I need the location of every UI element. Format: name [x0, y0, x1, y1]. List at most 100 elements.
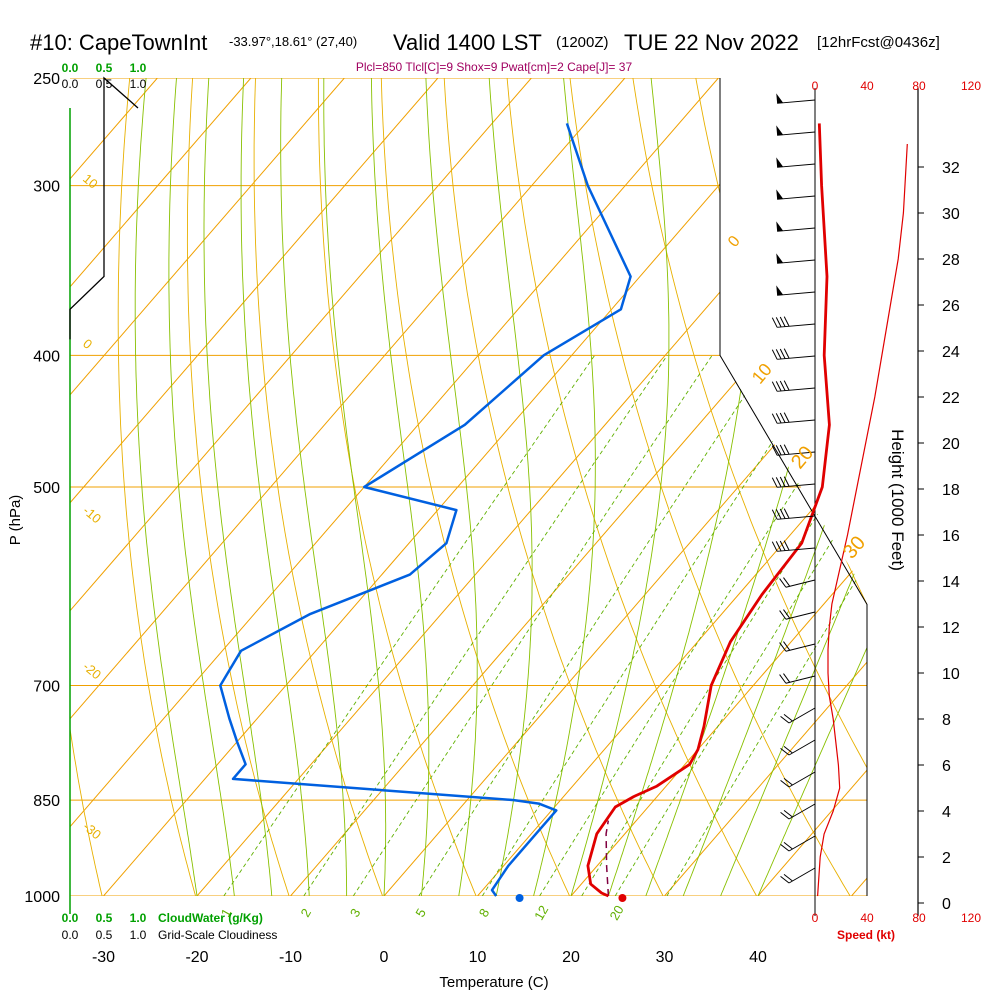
station-title: #10: CapeTownInt: [30, 30, 207, 55]
isotherm-line: [664, 78, 867, 896]
wind-barb-feather: [783, 841, 793, 850]
wind-barb-feather: [783, 809, 793, 818]
height-tick-label: 14: [942, 574, 960, 591]
mixing-ratio-label: 8: [476, 906, 493, 920]
height-tick-label: 18: [942, 482, 960, 499]
isotherm-line: [70, 78, 252, 896]
wind-barb-feather: [783, 713, 793, 722]
dry-adiabat-line: [0, 54, 14, 925]
mixing-ratio-line: [666, 355, 867, 896]
height-tick-label: 12: [942, 620, 960, 637]
wind-barb: [776, 253, 816, 264]
wind-barb-feather: [771, 541, 778, 552]
pressure-tick-label: 300: [33, 179, 60, 196]
cloudiness-tick-label-top: 0.0: [62, 77, 79, 91]
cloudwater-tick-label-top: 0.0: [62, 61, 79, 75]
height-tick-label: 0: [942, 896, 951, 913]
cloudiness-profile: [69, 76, 139, 340]
wind-barb-feather: [780, 875, 790, 884]
wind-barb-feather: [783, 444, 790, 455]
moist-adiabat-line: [280, 78, 348, 896]
wind-barb: [776, 189, 816, 200]
wind-barb: [776, 93, 816, 104]
forecast-info: [12hrFcst@0436z]: [817, 34, 940, 51]
moist-adiabat-line: [570, 78, 670, 896]
x-axis-title: Temperature (C): [439, 974, 548, 991]
temperature-tick-label: -10: [279, 949, 302, 966]
wind-barb-pennant: [776, 253, 784, 264]
dry-adiabat-label: -30: [80, 819, 104, 843]
wind-barb-staff: [785, 579, 816, 588]
wind-barb: [780, 835, 816, 852]
wind-barb-feather: [783, 476, 790, 487]
height-tick-label: 16: [942, 528, 960, 545]
isotherm-line: [70, 78, 345, 896]
wind-barb: [771, 380, 816, 392]
wind-barb-staff: [777, 515, 816, 520]
wind-barb-feather: [780, 811, 790, 820]
speed-tick-label-top: 40: [860, 79, 874, 93]
parcel-path: [605, 820, 610, 897]
mixing-ratio-line: [223, 355, 596, 896]
wind-barb-staff: [785, 643, 816, 652]
wind-barb-pennant: [776, 189, 784, 200]
dry-adiabat-line: [317, 78, 489, 896]
isotherm-line: [70, 78, 626, 896]
mixing-ratio-label: 3: [347, 906, 364, 920]
moist-adiabat-line: [370, 78, 430, 896]
wind-barb-staff: [777, 291, 816, 296]
speed-profile: [817, 143, 908, 897]
moist-adiabat-line: [168, 78, 235, 896]
isotherm-line: [851, 78, 867, 896]
wind-barb-feather: [783, 777, 793, 786]
temperature-tick-label: 40: [749, 949, 767, 966]
wind-barb: [779, 673, 816, 684]
wind-barb-feather: [771, 381, 778, 392]
wind-speed-line: [817, 143, 908, 897]
frame-layer: [69, 78, 919, 916]
wind-barb-feather: [779, 674, 787, 684]
wind-barb-feather: [780, 715, 790, 724]
moist-adiabat-line: [533, 78, 596, 896]
cloudwater-tick-label-bottom: 0.0: [62, 911, 79, 925]
mixing-ratio-label: 5: [412, 906, 429, 920]
height-tick-label: 10: [942, 666, 960, 683]
dry-adiabat-label: -20: [80, 659, 104, 683]
cloudiness-tick-label-bottom: 0.5: [96, 928, 113, 942]
cloudiness-tick-label-bottom: 0.0: [62, 928, 79, 942]
wind-barb: [780, 707, 816, 724]
dry-adiabat-line: [380, 78, 584, 896]
mixing-ratio-line: [303, 355, 668, 896]
wind-barb-feather: [783, 673, 791, 683]
wind-barb-feather: [783, 540, 790, 551]
wind-barb-staff: [777, 131, 816, 136]
wind-barb-staff: [788, 771, 816, 788]
pressure-tick-label: 400: [33, 348, 60, 365]
wind-barb: [779, 577, 816, 588]
cloudiness-tick-label-top: 1.0: [130, 77, 147, 91]
cloudwater-tick-label-top: 1.0: [130, 61, 147, 75]
wind-barb-pennant: [776, 125, 784, 136]
wind-barb-feather: [779, 540, 786, 551]
wind-barb-feather: [783, 348, 790, 359]
mixing-ratio-line: [418, 355, 772, 896]
wind-barb: [771, 508, 816, 520]
wind-barb-staff: [777, 419, 816, 424]
wind-barb-staff: [777, 227, 816, 232]
height-tick-label: 30: [942, 206, 960, 223]
isotherm-line: [570, 78, 867, 896]
temperature-tick-label: 20: [562, 949, 580, 966]
wind-barb-feather: [780, 843, 790, 852]
wind-barb-feather: [771, 477, 778, 488]
wind-barb: [771, 444, 816, 456]
wind-barb-feather: [783, 641, 791, 651]
pressure-tick-label: 500: [33, 480, 60, 497]
dry-adiabat-label: 10: [80, 171, 101, 192]
isotherm-line: [290, 78, 867, 896]
moist-adiabat-line: [240, 78, 310, 896]
wind-barb-staff: [777, 451, 816, 456]
wind-barb: [780, 739, 816, 756]
pressure-tick-label: 1000: [24, 889, 60, 906]
temperature-profile: [586, 123, 831, 898]
wind-barb-staff: [777, 483, 816, 488]
